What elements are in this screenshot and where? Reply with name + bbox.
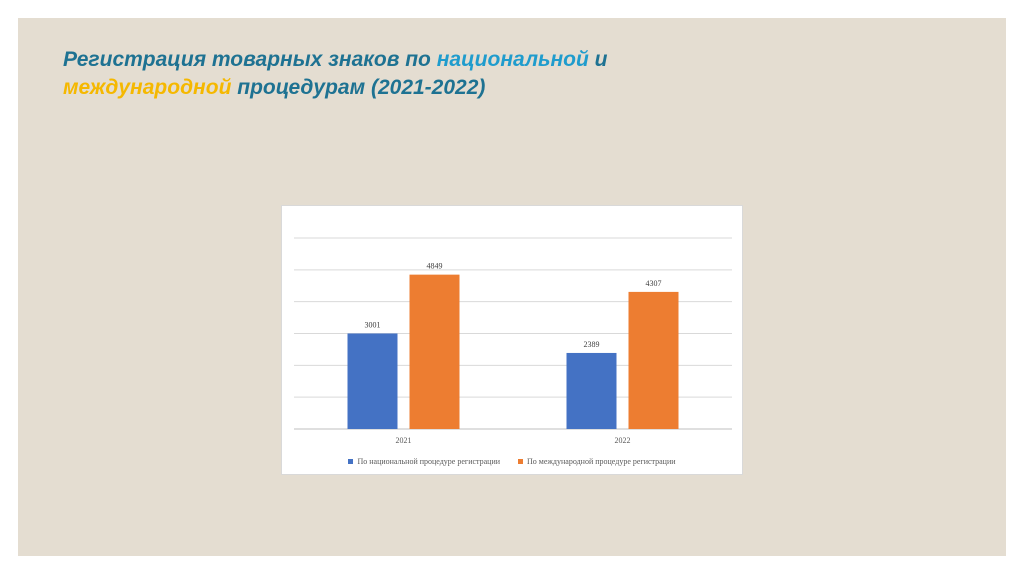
data-label-international-2021: 4849 bbox=[427, 262, 443, 271]
x-tick-label-2022: 2022 bbox=[615, 436, 631, 445]
legend-swatch-national bbox=[348, 459, 354, 464]
chart-plot: 3001 4849 2021 2389 4307 2022 bbox=[294, 237, 732, 445]
bar-international-2021 bbox=[409, 274, 460, 429]
legend-label-international: По международной процедуре регистрации bbox=[527, 457, 676, 466]
title-part-3: и bbox=[588, 48, 608, 71]
title-part-1: Регистрация товарных знаков по bbox=[63, 48, 437, 71]
data-label-national-2022: 2389 bbox=[584, 340, 600, 349]
legend-label-national: По национальной процедуре регистрации bbox=[357, 457, 501, 466]
bar-national-2022 bbox=[566, 352, 617, 429]
slide: Регистрация товарных знаков по националь… bbox=[18, 18, 1006, 556]
bar-international-2022 bbox=[628, 291, 679, 429]
legend-item-international: По международной процедуре регистрации bbox=[518, 457, 676, 466]
x-tick-label-2021: 2021 bbox=[396, 436, 412, 445]
bar-national-2021 bbox=[347, 333, 398, 429]
data-label-national-2021: 3001 bbox=[365, 320, 381, 329]
legend-item-national: По национальной процедуре регистрации bbox=[348, 457, 500, 466]
title-highlight-national: национальной bbox=[436, 48, 589, 71]
title-highlight-international: международной bbox=[63, 76, 232, 99]
title-part-5: процедурам (2021-2022) bbox=[231, 76, 486, 99]
legend-swatch-international bbox=[518, 459, 524, 464]
data-label-international-2022: 4307 bbox=[646, 279, 662, 288]
slide-title: Регистрация товарных знаков по националь… bbox=[63, 46, 783, 102]
bar-chart: 3001 4849 2021 2389 4307 2022 По национальной… bbox=[281, 205, 743, 475]
chart-legend: По национальной процедуре регистрации По… bbox=[282, 457, 742, 466]
